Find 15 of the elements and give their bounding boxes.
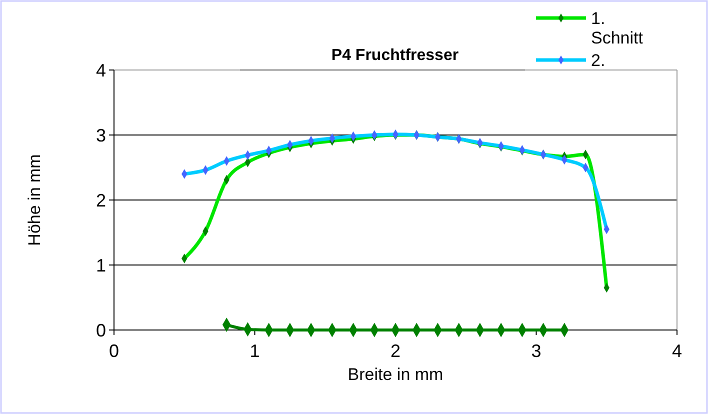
x-tick-label: 0 <box>108 341 120 361</box>
x-tick-label: 3 <box>531 341 542 361</box>
x-tick-label: 2 <box>390 341 401 361</box>
y-tick-label: 1 <box>96 255 106 276</box>
x-axis-title: Breite in mm <box>348 365 444 384</box>
y-tick-label: 3 <box>96 125 106 146</box>
y-tick-label: 2 <box>96 190 106 210</box>
y-tick-label: 0 <box>96 320 106 340</box>
x-tick-label: 1 <box>250 341 260 361</box>
y-tick-label: 4 <box>96 60 106 80</box>
x-tick-label: 4 <box>672 341 682 361</box>
legend-label: 2. <box>591 50 606 70</box>
legend-label: 1. Schnitt <box>591 8 644 48</box>
y-axis-title: Höhe in mm <box>25 154 44 246</box>
chart-title: P4 Fruchtfresser <box>331 47 459 64</box>
